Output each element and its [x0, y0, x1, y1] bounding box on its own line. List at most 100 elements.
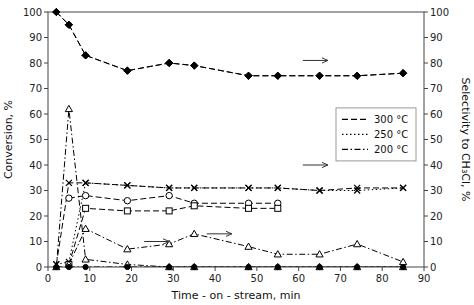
legend-label: 200 °C [374, 144, 408, 155]
point-marker [400, 258, 407, 264]
y-tick [44, 216, 48, 217]
point-marker [400, 185, 406, 191]
y2-tick [424, 216, 428, 217]
x-tick [89, 267, 90, 271]
point-marker [400, 70, 407, 77]
y2-tick-label: 70 [430, 83, 443, 94]
y-tick-label: 100 [23, 7, 42, 18]
y2-tick-label: 20 [430, 211, 443, 222]
point-marker [83, 264, 88, 269]
point-marker [166, 59, 173, 66]
y2-tick-label: 60 [430, 109, 443, 120]
point-marker [191, 62, 198, 69]
y2-tick [424, 241, 428, 242]
y-tick-label: 60 [29, 109, 42, 120]
y2-tick-label: 30 [430, 185, 443, 196]
point-marker [400, 70, 407, 77]
y2-axis-label: Selectivity to CH₃Cl, % [459, 78, 472, 202]
point-marker [274, 263, 281, 269]
legend-swatch [342, 119, 368, 120]
series-line [56, 267, 403, 268]
x-tick-label: 30 [167, 273, 180, 284]
point-marker [317, 188, 323, 194]
point-marker [166, 263, 173, 269]
x-tick-label: 60 [292, 273, 305, 284]
point-marker [166, 185, 172, 191]
y-tick [44, 241, 48, 242]
point-marker [245, 72, 252, 79]
point-marker [400, 185, 406, 191]
point-marker [82, 52, 89, 59]
arrow [207, 233, 232, 234]
y2-tick [424, 88, 428, 89]
point-marker [83, 180, 89, 186]
point-marker [166, 208, 172, 214]
point-marker [82, 52, 89, 59]
point-marker [355, 264, 360, 269]
point-marker [53, 263, 60, 269]
point-marker [354, 185, 360, 191]
point-marker [401, 264, 406, 269]
point-marker [275, 185, 281, 191]
y2-tick [424, 63, 428, 64]
y-tick-label: 10 [29, 236, 42, 247]
legend-swatch [342, 134, 368, 135]
point-marker [65, 21, 72, 28]
y2-tick [424, 190, 428, 191]
point-marker [246, 264, 251, 269]
point-marker [274, 251, 281, 257]
x-tick [256, 267, 257, 271]
point-marker [83, 180, 89, 186]
series-line [56, 183, 403, 265]
point-marker [124, 198, 130, 204]
point-marker [245, 72, 252, 79]
point-marker [54, 264, 59, 269]
y-tick [44, 165, 48, 166]
point-marker [66, 195, 72, 201]
y2-tick [424, 267, 428, 268]
y-tick [44, 114, 48, 115]
series-line [69, 229, 403, 265]
point-marker [316, 251, 323, 257]
x-tick [424, 267, 425, 271]
y-tick-label: 20 [29, 211, 42, 222]
y-tick-label: 40 [29, 160, 42, 171]
y-tick-label: 90 [29, 32, 42, 43]
point-marker [82, 192, 88, 198]
point-marker [275, 185, 281, 191]
plot-frame [48, 12, 424, 267]
x-tick-label: 0 [45, 273, 51, 284]
point-marker [124, 182, 130, 188]
point-marker [191, 203, 197, 209]
legend-box [336, 108, 416, 161]
point-marker [191, 185, 197, 191]
point-marker [66, 264, 71, 269]
y-tick [44, 63, 48, 64]
point-marker [354, 72, 361, 79]
x-tick-label: 10 [83, 273, 96, 284]
point-marker [65, 21, 72, 28]
point-marker [53, 8, 60, 15]
y2-tick [424, 139, 428, 140]
legend: 300 °C250 °C200 °C [336, 108, 416, 161]
point-marker [245, 263, 252, 269]
x-tick-label: 50 [251, 273, 264, 284]
y-tick [44, 267, 48, 268]
point-marker [82, 225, 89, 231]
series-line [56, 12, 403, 76]
arrow [144, 241, 169, 242]
arrows [144, 60, 328, 241]
arrow [303, 165, 328, 166]
point-marker [166, 185, 172, 191]
point-marker [275, 264, 280, 269]
point-marker [191, 62, 198, 69]
point-marker [191, 263, 198, 269]
point-marker [316, 72, 323, 79]
y2-tick-label: 40 [430, 160, 443, 171]
point-marker [191, 230, 198, 236]
x-tick [340, 267, 341, 271]
point-marker [316, 263, 323, 269]
y2-tick-label: 80 [430, 58, 443, 69]
point-marker [275, 205, 281, 211]
point-marker [124, 67, 131, 74]
